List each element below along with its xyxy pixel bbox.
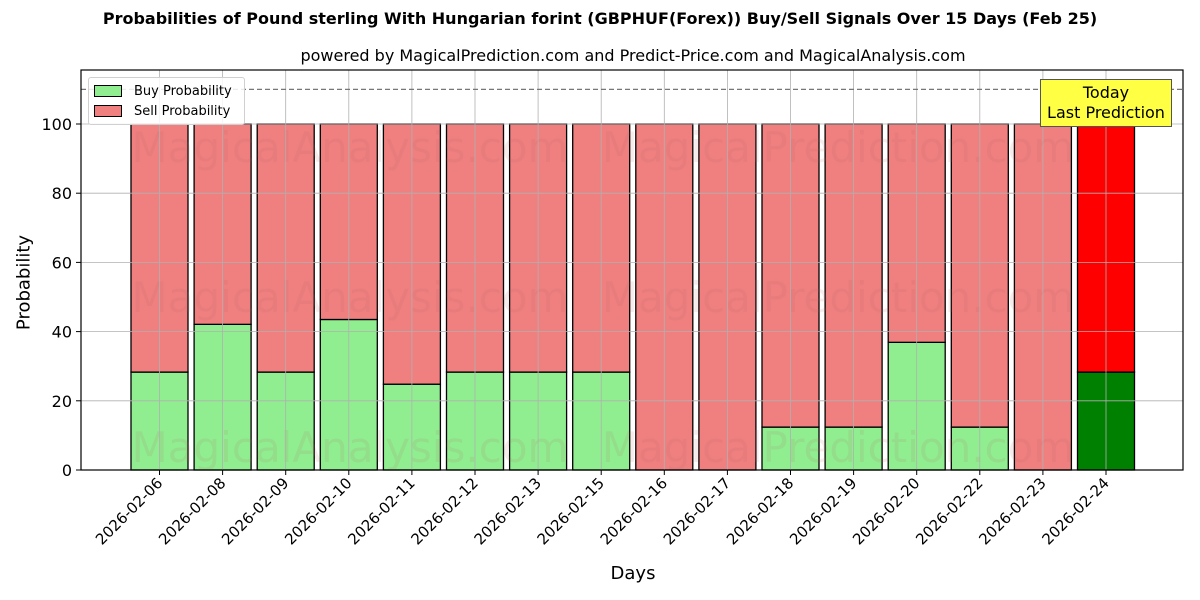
x-tick-label: 2026-02-11 xyxy=(344,474,418,548)
x-tick-label: 2026-02-16 xyxy=(597,474,671,548)
legend: Buy Probability Sell Probability xyxy=(88,77,245,125)
y-tick-label: 100 xyxy=(41,115,72,134)
watermark: MagicalAnalysis.com xyxy=(132,273,569,322)
watermark: MagicalPrediction.com xyxy=(602,273,1075,322)
x-tick-label: 2026-02-15 xyxy=(534,474,608,548)
x-tick-label: 2026-02-20 xyxy=(849,474,923,548)
annotation-line-1: Today xyxy=(1082,83,1130,102)
y-tick-label: 0 xyxy=(62,461,72,480)
watermark: MagicalPrediction.com xyxy=(602,423,1075,472)
watermark: MagicalAnalysis.com xyxy=(132,423,569,472)
y-tick-label: 20 xyxy=(52,392,72,411)
sell-swatch-icon xyxy=(94,105,122,117)
x-tick-label: 2026-02-19 xyxy=(786,474,860,548)
x-tick-label: 2026-02-06 xyxy=(92,474,166,548)
y-tick-label: 60 xyxy=(52,253,72,272)
x-tick-label: 2026-02-24 xyxy=(1038,474,1112,548)
y-tick-label: 40 xyxy=(52,323,72,342)
legend-item-sell: Sell Probability xyxy=(94,102,230,120)
x-tick-label: 2026-02-22 xyxy=(912,474,986,548)
legend-sell-label: Sell Probability xyxy=(134,103,231,119)
y-tick-label: 80 xyxy=(52,184,72,203)
x-tick-label: 2026-02-13 xyxy=(471,474,545,548)
x-tick-label: 2026-02-10 xyxy=(281,474,355,548)
annotation-line-2: Last Prediction xyxy=(1047,103,1165,122)
x-tick-label: 2026-02-12 xyxy=(407,474,481,548)
legend-item-buy: Buy Probability xyxy=(94,82,232,100)
watermark: MagicalAnalysis.com xyxy=(132,123,569,172)
chart-subtitle: powered by MagicalPrediction.com and Pre… xyxy=(300,46,966,65)
x-tick-label: 2026-02-09 xyxy=(218,474,292,548)
legend-buy-label: Buy Probability xyxy=(134,83,232,99)
y-axis-label: Probability xyxy=(13,234,35,331)
watermark: MagicalPrediction.com xyxy=(602,123,1075,172)
buy-swatch-icon xyxy=(94,85,122,97)
x-tick-label: 2026-02-17 xyxy=(660,474,734,548)
plot-frame xyxy=(80,69,1184,471)
x-axis-label: Days xyxy=(610,563,656,584)
x-tick-label: 2026-02-23 xyxy=(975,474,1049,548)
x-tick-label: 2026-02-18 xyxy=(723,474,797,548)
chart-title: Probabilities of Pound sterling With Hun… xyxy=(102,9,1098,28)
today-annotation: Today Last Prediction xyxy=(1040,79,1172,127)
x-tick-label: 2026-02-08 xyxy=(155,474,229,548)
